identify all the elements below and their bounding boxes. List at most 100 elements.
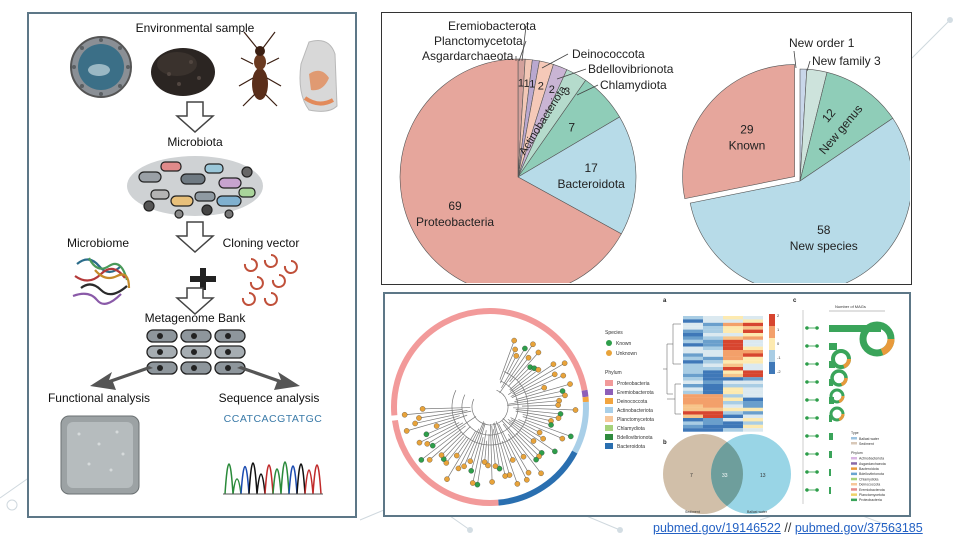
heatmap-cell [723, 421, 743, 425]
heatmap-cell [743, 397, 763, 402]
heatmap-cell [703, 329, 723, 334]
heatmap-cell [683, 316, 703, 320]
phylum-legend-label: Proteobacteria [617, 381, 650, 387]
heatmap-cell [703, 377, 723, 381]
phylum-swatch [605, 398, 613, 404]
environmental-sample-label: Environmental sample [136, 21, 255, 35]
tree-tip-dot [525, 354, 532, 361]
tree-tip-dot [454, 452, 460, 459]
tree-tip-dot [485, 462, 491, 469]
heatmap-cell [743, 384, 763, 388]
tree-tip-dot [555, 415, 562, 421]
tree-tip-dot [538, 470, 544, 477]
heatmap-cell [743, 380, 763, 385]
mag-phylum-label: Deinococcota [859, 483, 880, 487]
phylum-legend-label: Planctomycetota [617, 417, 654, 423]
ocean-porthole-image [70, 36, 132, 98]
heatmap-cell [703, 418, 723, 422]
pie-value-label: 7 [568, 120, 575, 134]
heatmap-cell [703, 367, 723, 371]
heatmap-cell [743, 367, 763, 371]
mag-bar [829, 487, 831, 494]
mag-bar [829, 379, 833, 386]
pubmed-link-1[interactable]: pubmed.gov/19146522 [653, 521, 781, 535]
heatmap-cell [683, 329, 703, 334]
tree-tip-dot [455, 465, 462, 472]
tree-tip-dot [514, 481, 521, 487]
heatmap-figure: a b c 2 1 0 -1 -2 [663, 298, 895, 514]
heatmap-cell [743, 411, 763, 415]
heatmap-cell [723, 377, 743, 381]
phylum-ring-segment [581, 389, 589, 398]
heatmap-cell [723, 390, 743, 395]
tree-tip-dot [469, 480, 476, 486]
phylum-ring-segment [391, 308, 588, 416]
heatmap-cell [683, 377, 703, 381]
heatmap-cell [703, 404, 723, 408]
scale-label: 1 [777, 327, 780, 332]
phylum-ring-segment [572, 401, 589, 454]
tree-legend: Species Known Unknown Phylum [605, 330, 637, 376]
mag-axis-title: Number of MAGs [835, 304, 866, 309]
heatmap-cell [743, 350, 763, 354]
heatmap-cell [683, 380, 703, 385]
heatmap-cell [723, 401, 743, 405]
heatmap-cell [683, 367, 703, 371]
heatmap-cell [683, 394, 703, 398]
type-item: Sediment [859, 442, 874, 446]
heatmap-grid [683, 316, 763, 432]
tree-tip-dot [412, 420, 418, 427]
human-gut-image [299, 40, 338, 112]
tree-tip-dot [512, 346, 518, 353]
heatmap-cell [723, 397, 743, 402]
heatmap-cell [743, 353, 763, 357]
metagenome-bank-image [146, 329, 246, 375]
mag-phylum-swatch [851, 472, 857, 476]
heatmap-cell [743, 373, 763, 378]
heatmap-cell [743, 360, 763, 364]
heatmap-cell [743, 329, 763, 334]
heatmap-cell [723, 394, 743, 398]
tree-tip-dot [550, 361, 557, 367]
heatmap-cell [683, 384, 703, 388]
tree-tip-dot [429, 442, 436, 449]
heatmap-cell [703, 424, 723, 429]
pie-value-label: 1 [524, 78, 530, 90]
heatmap-cell [683, 407, 703, 412]
phylum-ring-segment [391, 419, 499, 506]
tree-tip-dot [533, 456, 539, 463]
heatmap-cell [743, 339, 763, 344]
tree-tip-dot [416, 439, 423, 446]
cloning-vector-label: Cloning vector [223, 236, 300, 250]
tree-tip-dot [433, 423, 440, 429]
phylum-legend-label: Eremiobacterota [617, 390, 654, 396]
bdellovibrionota-label: Bdellovibrionota [588, 62, 674, 76]
heatmap-cell [743, 421, 763, 425]
heatmap-cell [743, 390, 763, 395]
heatmap-cell [703, 350, 723, 354]
phylum-swatch [605, 407, 613, 413]
heatmap-cell [703, 380, 723, 385]
heatmap-cell [723, 360, 743, 364]
mag-phylum-swatch [851, 477, 857, 481]
heatmap-cell [703, 390, 723, 395]
metagenome-bank-label: Metagenome Bank [145, 311, 247, 325]
tree-tip-dot [423, 431, 430, 438]
heatmap-cell [723, 414, 743, 419]
venn-right-label: Ballast water [747, 510, 768, 514]
heatmap-cell [743, 370, 763, 374]
tree-tip-dot [416, 415, 422, 421]
heatmap-cell [683, 414, 703, 419]
pubmed-link-2[interactable]: pubmed.gov/37563185 [794, 521, 923, 535]
tree-tip-dot [555, 402, 561, 408]
heatmap-dendrogram [663, 323, 681, 415]
mag-phylum-label: Asgardarchaeota [859, 462, 886, 466]
tree-tip-dot [511, 337, 517, 344]
phylum-legend-label: Bdellovibrionota [617, 435, 653, 441]
heatmap-cell [703, 360, 723, 364]
pie-value-label: 69 [448, 199, 462, 213]
tree-tip-dot [401, 412, 408, 418]
pie-value-label: 1 [529, 79, 535, 91]
known-dot-icon [606, 340, 612, 346]
mag-bar [829, 433, 833, 440]
